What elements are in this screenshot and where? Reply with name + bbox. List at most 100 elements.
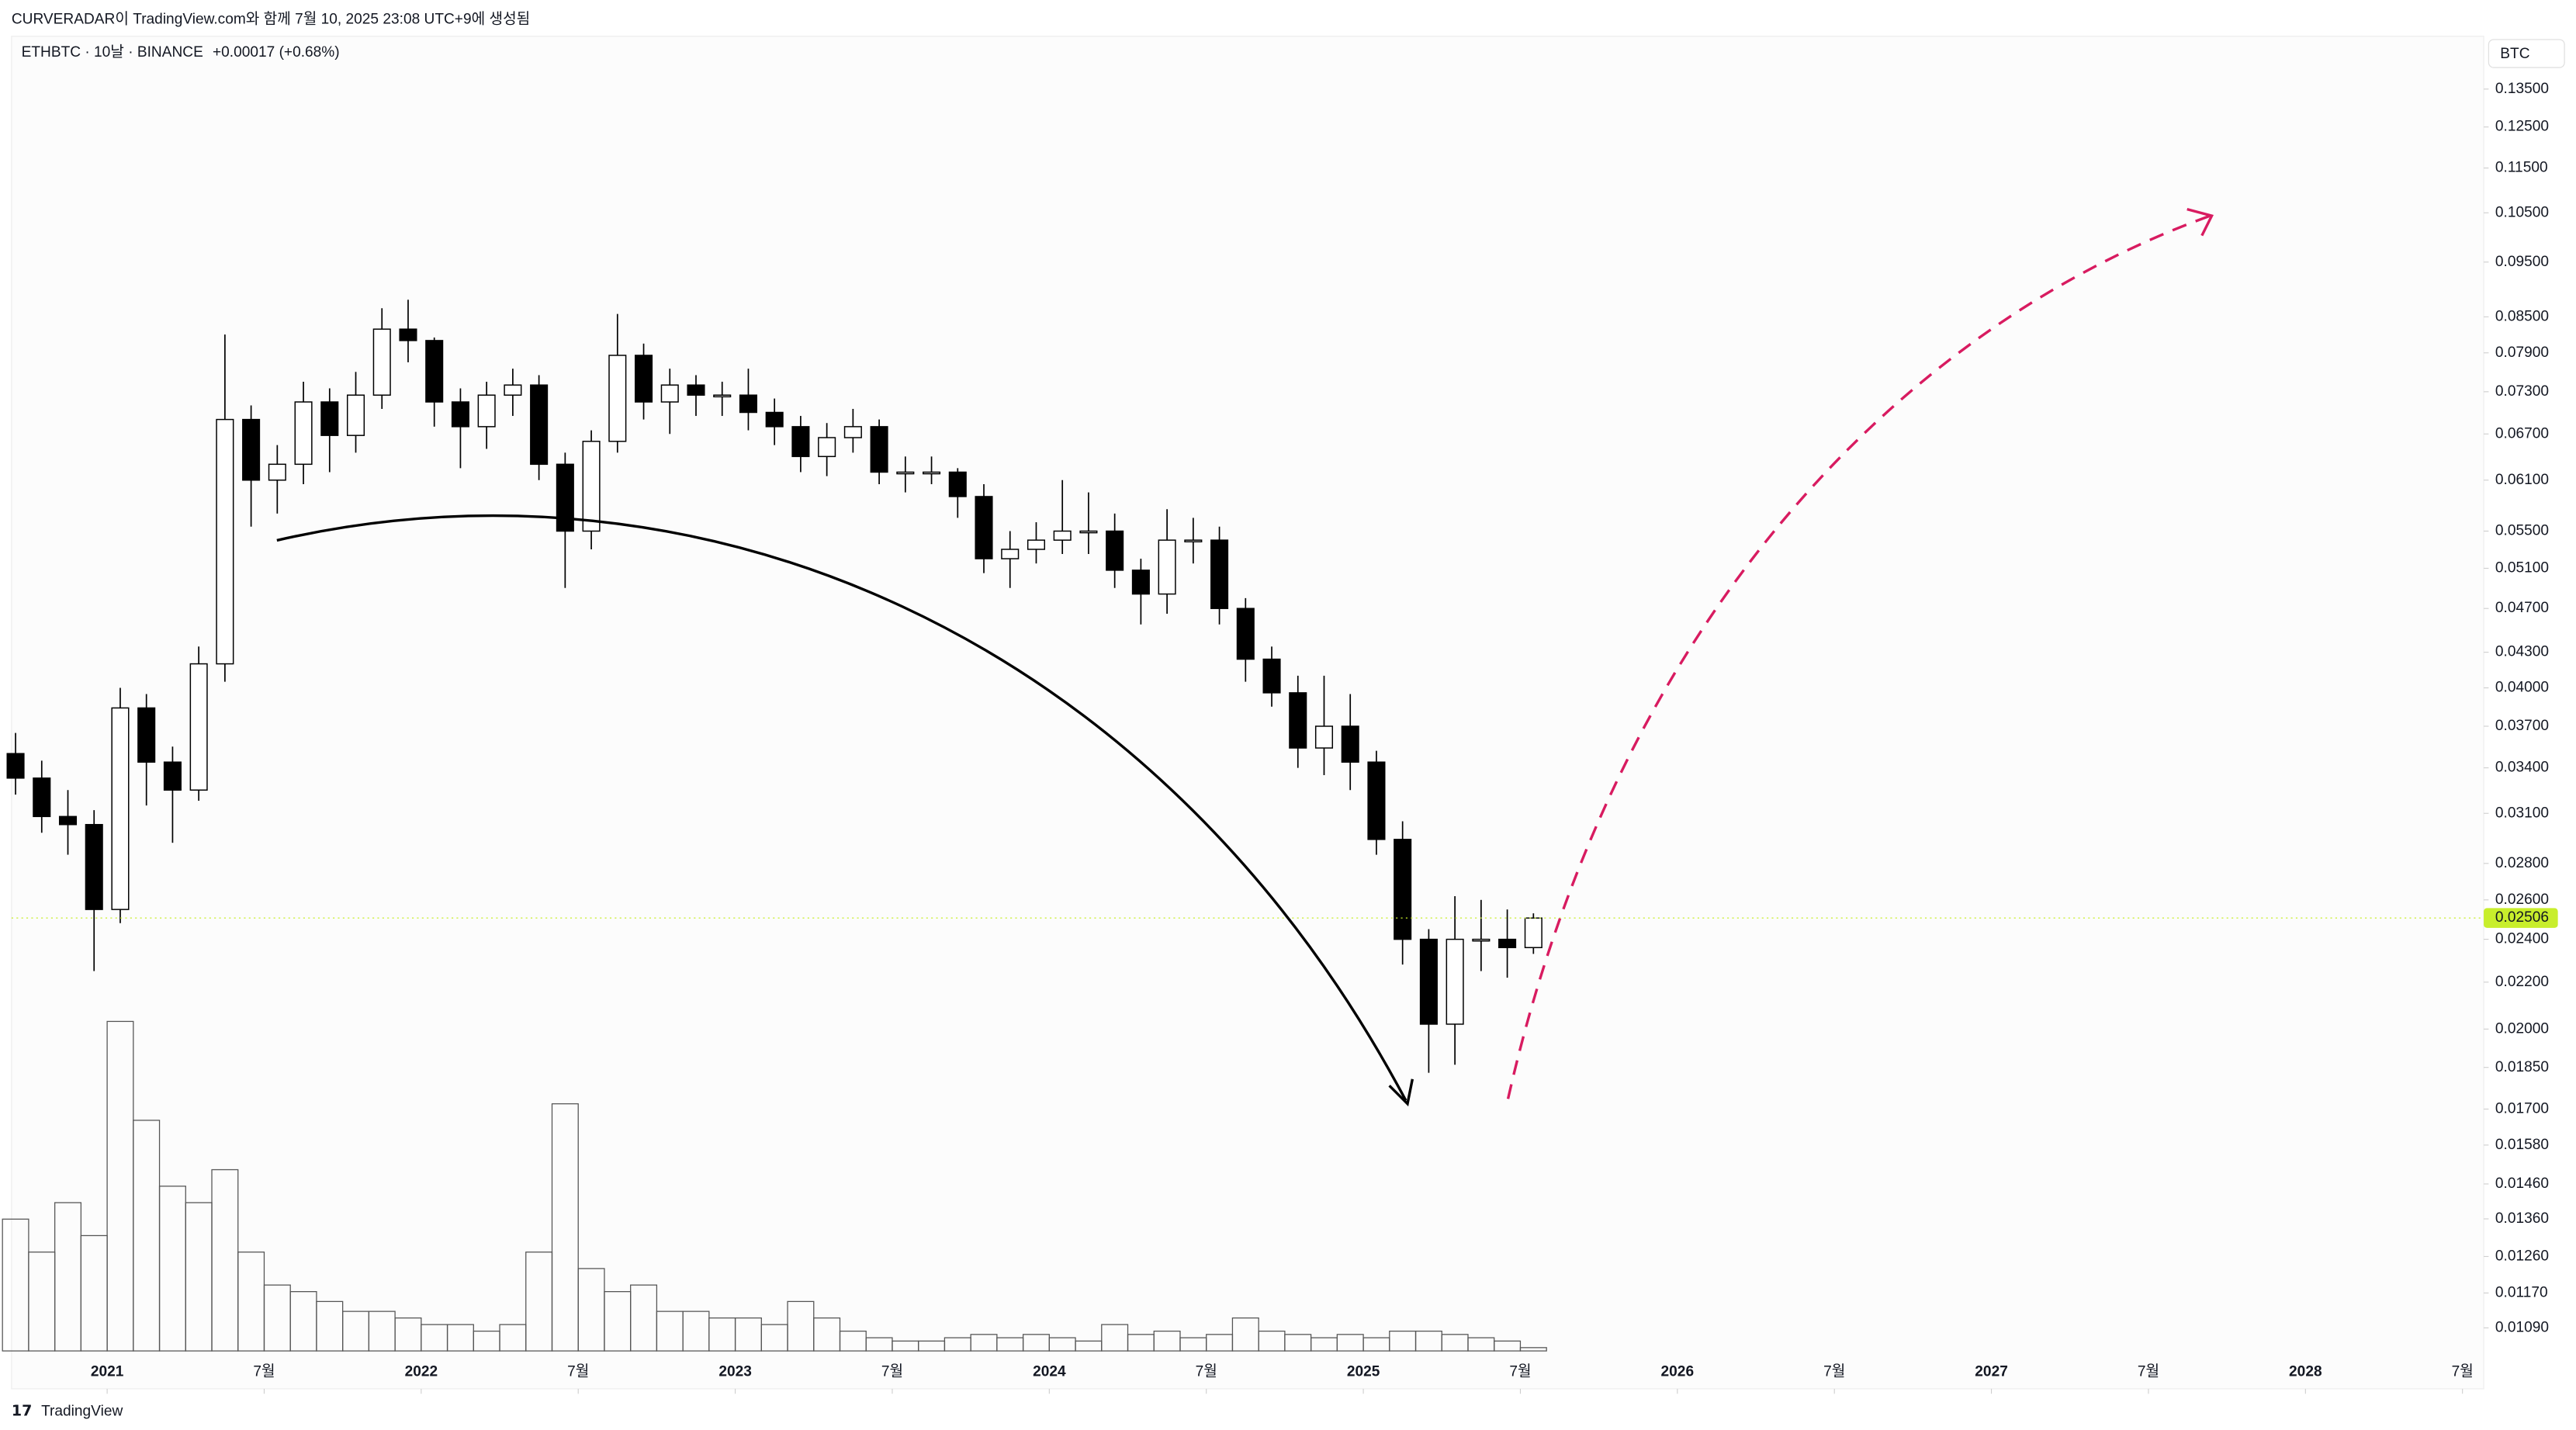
volume-bar bbox=[1494, 1340, 1522, 1352]
x-tick-label: 7월 bbox=[253, 1363, 275, 1380]
y-tick-label: 0.03400 bbox=[2495, 760, 2549, 776]
x-tick-label: 7월 bbox=[2452, 1363, 2474, 1380]
x-tick-label: 2026 bbox=[1661, 1364, 1695, 1380]
last-price-label: 0.02506 bbox=[2495, 909, 2549, 926]
y-tick-label: 0.03700 bbox=[2495, 718, 2549, 734]
y-tick-label: 0.02200 bbox=[2495, 974, 2549, 990]
unit-button[interactable] bbox=[2488, 39, 2565, 68]
candle-body bbox=[1394, 839, 1412, 940]
candle-body bbox=[1184, 539, 1203, 542]
candle-body bbox=[975, 496, 993, 559]
candle-body bbox=[687, 384, 705, 396]
y-tick-label: 0.12500 bbox=[2495, 119, 2549, 135]
candle-body bbox=[1158, 539, 1176, 595]
y-tick-label: 0.05500 bbox=[2495, 523, 2549, 539]
candle-body bbox=[739, 394, 757, 414]
symbol-title: ETHBTC · 10날 · BINANCE bbox=[22, 43, 203, 61]
candle-body bbox=[791, 426, 810, 458]
candle-body bbox=[1079, 530, 1098, 534]
y-tick-label: 0.02800 bbox=[2495, 855, 2549, 871]
x-tick-label: 7월 bbox=[1823, 1363, 1845, 1380]
candle-body bbox=[1027, 539, 1046, 550]
unit-label[interactable]: BTC bbox=[2500, 46, 2529, 62]
candle-body bbox=[1262, 658, 1281, 694]
y-tick-label: 0.10500 bbox=[2495, 204, 2549, 220]
watermark: TradingView bbox=[41, 1404, 123, 1420]
candle-body bbox=[346, 394, 365, 436]
candle-body bbox=[1524, 917, 1542, 948]
y-tick-label: 0.06100 bbox=[2495, 472, 2549, 488]
x-tick-label: 2028 bbox=[2289, 1364, 2322, 1380]
y-tick-label: 0.01700 bbox=[2495, 1100, 2549, 1117]
candle-body bbox=[1106, 530, 1124, 571]
candle-body bbox=[635, 355, 653, 403]
candle-body bbox=[608, 355, 627, 442]
candle-body bbox=[1419, 938, 1438, 1025]
candle-body bbox=[1472, 938, 1491, 942]
x-tick-label: 7월 bbox=[881, 1363, 903, 1380]
candle-body bbox=[948, 471, 967, 497]
x-tick-label: 2027 bbox=[1975, 1364, 2008, 1380]
candle-body bbox=[1289, 692, 1307, 749]
candle-body bbox=[216, 418, 234, 665]
candle-body bbox=[1446, 938, 1464, 1025]
y-tick-label: 0.04300 bbox=[2495, 644, 2549, 660]
x-tick-label: 2022 bbox=[405, 1364, 438, 1380]
x-tick-label: 2025 bbox=[1347, 1364, 1380, 1380]
up-arrow-curve bbox=[1506, 214, 2211, 1099]
y-tick-label: 0.01580 bbox=[2495, 1137, 2549, 1153]
x-tick-label: 2023 bbox=[718, 1364, 752, 1380]
candle-body bbox=[111, 707, 130, 910]
logo-mark: 𝟭𝟳 bbox=[12, 1404, 33, 1420]
candle-body bbox=[843, 426, 862, 438]
y-tick-label: 0.02600 bbox=[2495, 892, 2549, 908]
logo: 𝟭𝟳 bbox=[12, 1404, 33, 1420]
candle-body bbox=[1053, 530, 1072, 541]
y-tick-label: 0.02000 bbox=[2495, 1020, 2549, 1037]
candle-body bbox=[1498, 938, 1517, 948]
volume-bar bbox=[551, 1103, 579, 1352]
y-tick-label: 0.01260 bbox=[2495, 1248, 2549, 1264]
candle-body bbox=[556, 463, 574, 532]
candle-body bbox=[242, 418, 261, 481]
x-tick-label: 7월 bbox=[2138, 1363, 2159, 1380]
candle-body bbox=[477, 394, 496, 428]
candle-body bbox=[33, 777, 51, 818]
candle-body bbox=[1341, 725, 1359, 763]
y-tick-label: 0.01850 bbox=[2495, 1059, 2549, 1075]
candle-body bbox=[1210, 539, 1229, 609]
y-tick-label: 0.13500 bbox=[2495, 81, 2549, 97]
x-tick-label: 7월 bbox=[1196, 1363, 1217, 1380]
candle-body bbox=[582, 441, 601, 532]
y-tick-label: 0.09500 bbox=[2495, 254, 2549, 270]
y-tick-label: 0.05100 bbox=[2495, 559, 2549, 576]
candle-body bbox=[294, 401, 313, 466]
y-tick-label: 0.03100 bbox=[2495, 805, 2549, 821]
plot-content: 0.13500 0.12500 0.11500 0.10500 0.09500 0.085… bbox=[2, 81, 2558, 1394]
candle-body bbox=[1131, 570, 1150, 595]
header-note: CURVERADAR이 TradingView.com와 함께 7월 10, 2… bbox=[12, 11, 530, 28]
x-tick-label: 7월 bbox=[1509, 1363, 1531, 1380]
candle-body bbox=[1314, 725, 1334, 749]
x-tick-label: 7월 bbox=[567, 1363, 589, 1380]
candle-body bbox=[818, 437, 836, 458]
y-tick-label: 0.01460 bbox=[2495, 1176, 2549, 1192]
candle-body bbox=[399, 328, 417, 341]
y-tick-label: 0.04000 bbox=[2495, 680, 2549, 696]
candle-body bbox=[85, 823, 103, 910]
candle-body bbox=[530, 384, 549, 466]
y-tick-label: 0.07900 bbox=[2495, 345, 2549, 361]
down-arrow-head bbox=[1388, 1079, 1414, 1107]
y-tick-label: 0.07300 bbox=[2495, 383, 2549, 400]
y-tick-label: 0.01090 bbox=[2495, 1319, 2549, 1335]
candle-body bbox=[320, 401, 339, 436]
x-tick-label: 2024 bbox=[1033, 1364, 1066, 1380]
y-tick-label: 0.08500 bbox=[2495, 308, 2549, 324]
y-tick-label: 0.02400 bbox=[2495, 931, 2549, 947]
candle-body bbox=[372, 328, 391, 396]
candle-body bbox=[765, 411, 784, 428]
y-tick-label: 0.04700 bbox=[2495, 600, 2549, 616]
y-tick-label: 0.01360 bbox=[2495, 1210, 2549, 1227]
candle-body bbox=[189, 663, 208, 791]
